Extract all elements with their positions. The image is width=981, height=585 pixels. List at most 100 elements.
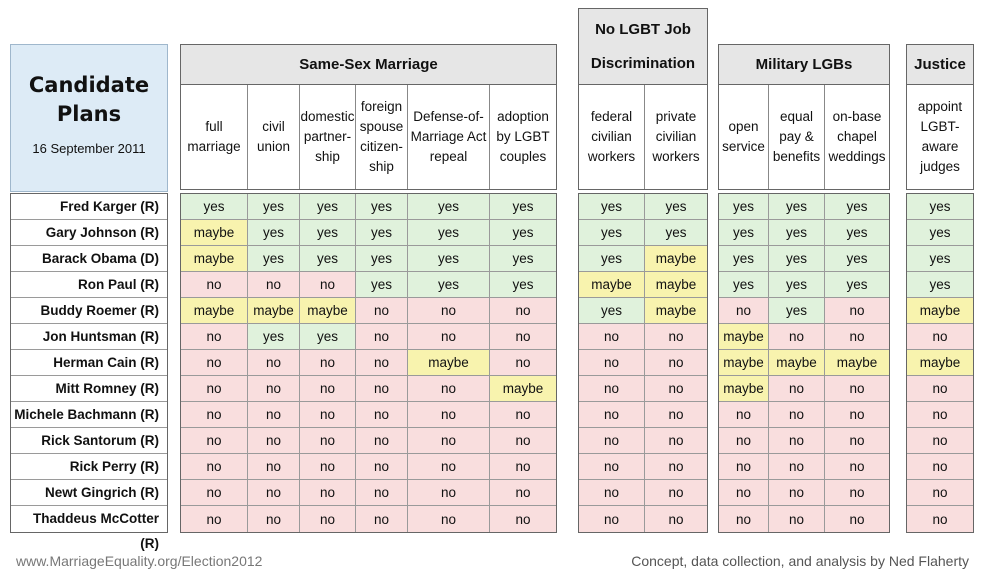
table-cell: yes — [579, 246, 645, 272]
table-cell: no — [300, 402, 356, 428]
table-cell: no — [769, 324, 825, 350]
column-header: civil union — [248, 85, 300, 189]
table-cell: no — [490, 428, 556, 454]
table-cell: no — [248, 480, 300, 506]
group-header-label: Same-Sex Marriage — [299, 55, 438, 73]
candidate-name: Buddy Roemer (R) — [11, 298, 167, 324]
group-header: Same-Sex Marriage — [180, 44, 557, 85]
table-cell: no — [181, 506, 248, 532]
table-cell: no — [300, 272, 356, 298]
table-cell: no — [248, 376, 300, 402]
table-cell: yes — [907, 194, 973, 220]
table-cell: no — [248, 454, 300, 480]
column-header: domestic partner-ship — [300, 85, 356, 189]
column-header: on-base chapel weddings — [828, 109, 886, 164]
table-cell: no — [579, 402, 645, 428]
table-cell: no — [719, 298, 769, 324]
table-cell: yes — [579, 220, 645, 246]
column-header: adoption by LGBT couples — [496, 109, 550, 164]
table-cell: no — [181, 454, 248, 480]
table-cell: maybe — [907, 298, 973, 324]
table-cell: no — [825, 480, 889, 506]
table-cell: no — [248, 350, 300, 376]
table-cell: no — [579, 324, 645, 350]
table-cell: no — [825, 428, 889, 454]
table-cell: maybe — [248, 298, 300, 324]
candidate-name: Jon Huntsman (R) — [11, 324, 167, 350]
table-cell: no — [356, 506, 408, 532]
table-cell: yes — [248, 324, 300, 350]
table-cell: no — [248, 506, 300, 532]
page-title: Candidate Plans — [28, 73, 150, 126]
column-header: open service — [719, 85, 769, 189]
table-cell: maybe — [645, 246, 707, 272]
table-cell: yes — [825, 194, 889, 220]
table-cell: yes — [356, 194, 408, 220]
table-cell: no — [769, 454, 825, 480]
table-cell: yes — [408, 194, 490, 220]
table-cell: yes — [579, 298, 645, 324]
table-cell: no — [248, 272, 300, 298]
candidate-name: Gary Johnson (R) — [11, 220, 167, 246]
table-cell: no — [907, 428, 973, 454]
table-cell: no — [181, 324, 248, 350]
table-cell: no — [645, 480, 707, 506]
table-cell: yes — [579, 194, 645, 220]
table-cell: no — [579, 376, 645, 402]
table-cell: no — [490, 324, 556, 350]
table-cell: maybe — [719, 350, 769, 376]
candidate-name: Thaddeus McCotter (R) — [32, 511, 159, 551]
table-cell: no — [490, 454, 556, 480]
footer-credit: Concept, data collection, and analysis b… — [631, 553, 969, 569]
table-cell: yes — [907, 246, 973, 272]
candidate-name: Rick Santorum (R) — [11, 428, 167, 454]
table-cell: no — [181, 480, 248, 506]
column-header-panel: appoint LGBT-aware judges — [906, 84, 974, 190]
table-cell: no — [719, 428, 769, 454]
table-cell: no — [181, 402, 248, 428]
table-cell: yes — [769, 298, 825, 324]
table-cell: no — [300, 428, 356, 454]
table-cell: no — [719, 480, 769, 506]
table-cell: yes — [825, 272, 889, 298]
table-cell: maybe — [769, 350, 825, 376]
table-cell: maybe — [408, 350, 490, 376]
column-header: foreign spouse citizen-ship — [356, 85, 408, 189]
table-cell: no — [300, 454, 356, 480]
table-cell: no — [408, 454, 490, 480]
table-cell: no — [645, 428, 707, 454]
table-cell: no — [907, 324, 973, 350]
table-cell: yes — [907, 272, 973, 298]
table-cell: no — [719, 402, 769, 428]
table-cell: no — [408, 376, 490, 402]
table-cell: no — [645, 506, 707, 532]
table-cell: yes — [248, 220, 300, 246]
table-cell: yes — [356, 272, 408, 298]
table-cell: no — [300, 506, 356, 532]
table-cell: maybe — [645, 298, 707, 324]
table-cell: no — [408, 402, 490, 428]
candidate-name: Ron Paul (R) — [11, 272, 167, 298]
table-cell: no — [825, 298, 889, 324]
table-cell: no — [645, 376, 707, 402]
table-cell: maybe — [907, 350, 973, 376]
table-cell: yes — [181, 194, 248, 220]
data-panel: yes yes yes yes yes yes maybe yes yes yes yes yes ma… — [180, 193, 557, 533]
candidate-name: Rick Perry (R) — [11, 454, 167, 480]
column-header-panel: open service equal pay & benefits on-base … — [718, 84, 890, 190]
table-cell: yes — [719, 246, 769, 272]
footer-website: www.MarriageEquality.org/Election2012 — [16, 553, 263, 569]
table-cell: no — [825, 402, 889, 428]
candidate-names: Fred Karger (R) Gary Johnson (R) Barack Ob… — [10, 193, 168, 551]
table-cell: yes — [719, 272, 769, 298]
table-cell: no — [907, 402, 973, 428]
table-cell: maybe — [181, 220, 248, 246]
table-cell: no — [769, 480, 825, 506]
table-cell: yes — [248, 246, 300, 272]
table-cell: no — [356, 402, 408, 428]
table-cell: no — [408, 428, 490, 454]
table-cell: no — [907, 376, 973, 402]
table-cell: no — [408, 298, 490, 324]
column-header: private civilian workers — [652, 109, 700, 164]
table-cell: yes — [769, 272, 825, 298]
